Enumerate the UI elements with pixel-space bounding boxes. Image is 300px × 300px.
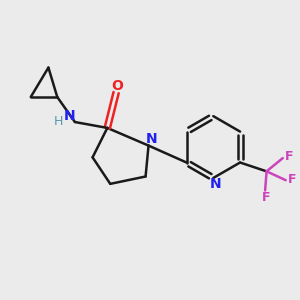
Text: H: H [54,115,63,128]
Text: N: N [64,109,75,122]
Text: F: F [285,150,293,163]
Text: F: F [288,173,296,186]
Text: N: N [146,132,158,146]
Text: F: F [262,191,271,204]
Text: N: N [210,177,221,191]
Text: O: O [112,79,124,93]
